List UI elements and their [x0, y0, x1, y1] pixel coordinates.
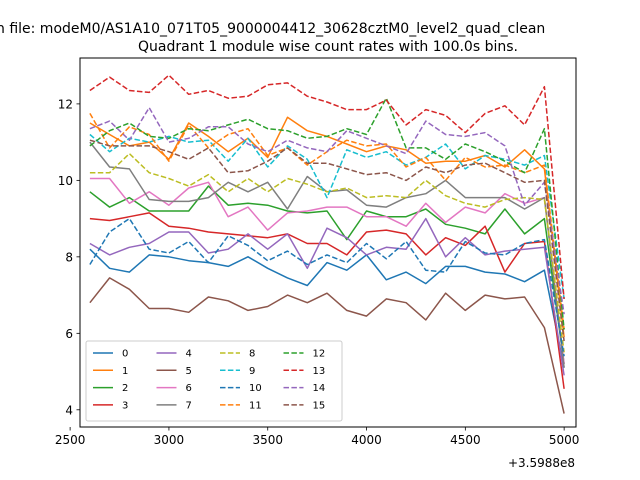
- axes-frame: [79, 57, 577, 428]
- y-tick-label: 10: [58, 174, 73, 188]
- x-tick-label: 3500: [252, 433, 283, 447]
- legend-label-7: 7: [186, 400, 192, 411]
- chart-suptitle: n file: modeM0/AS1A10_071T05_9000004412_…: [0, 21, 545, 37]
- legend-label-9: 9: [249, 366, 255, 377]
- series-line-12: [89, 97, 565, 330]
- legend-label-8: 8: [249, 349, 255, 360]
- legend-label-11: 11: [249, 400, 262, 411]
- x-axis: 2500 3000 3500 4000 4500 5000: [55, 427, 580, 447]
- series-line-5: [89, 277, 565, 414]
- y-tick-label: 4: [65, 403, 73, 417]
- legend-label-5: 5: [186, 366, 192, 377]
- series-line-15: [89, 139, 565, 342]
- legend-frame: [85, 340, 343, 422]
- legend-label-0: 0: [122, 349, 128, 360]
- legend-label-6: 6: [186, 383, 192, 394]
- legend-label-2: 2: [122, 383, 128, 394]
- series-line-14: [89, 106, 565, 315]
- series-line-9: [89, 133, 565, 300]
- y-tick-label: 6: [65, 327, 73, 341]
- x-tick-label: 5000: [549, 433, 580, 447]
- legend-label-10: 10: [249, 383, 262, 394]
- series-line-8: [89, 152, 565, 353]
- chart-title: Quadrant 1 module wise count rates with …: [138, 39, 518, 55]
- series-line-6: [89, 177, 565, 364]
- series-line-3: [89, 212, 565, 389]
- y-tick-label: 12: [58, 97, 73, 111]
- x-tick-label: 4500: [450, 433, 481, 447]
- legend-label-4: 4: [186, 349, 192, 360]
- x-tick-label: 3000: [154, 433, 185, 447]
- series-line-4: [89, 217, 565, 376]
- series-line-0: [89, 248, 565, 368]
- y-axis: 4 6 8 10 12: [58, 97, 80, 417]
- series-line-2: [89, 185, 565, 365]
- legend-label-15: 15: [313, 400, 326, 411]
- y-tick-label: 8: [65, 250, 73, 264]
- plot-area: [89, 74, 565, 414]
- x-offset-label: +3.5988e8: [508, 456, 575, 470]
- series-line-13: [89, 74, 565, 299]
- legend-label-14: 14: [313, 383, 326, 394]
- series-line-10: [89, 217, 565, 357]
- legend-label-13: 13: [313, 366, 326, 377]
- legend-label-12: 12: [313, 349, 326, 360]
- x-tick-label: 2500: [55, 433, 86, 447]
- legend-label-3: 3: [122, 400, 128, 411]
- legend-label-1: 1: [122, 366, 128, 377]
- x-tick-label: 4000: [351, 433, 382, 447]
